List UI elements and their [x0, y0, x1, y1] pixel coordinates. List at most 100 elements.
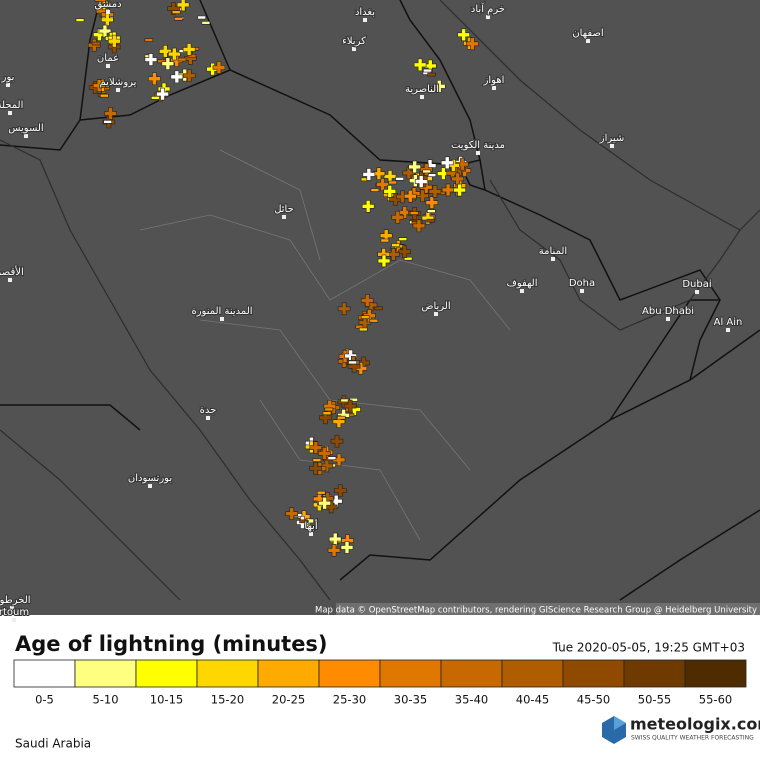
city-label: اهواز [483, 75, 505, 86]
lightning-marker [425, 196, 439, 209]
legend-swatch [318, 659, 381, 688]
lightning-marker [327, 544, 341, 557]
legend-title: Age of lightning (minutes) [15, 632, 328, 656]
legend-swatch [501, 659, 564, 688]
lightning-marker [416, 189, 429, 203]
lightning-marker [100, 93, 109, 98]
lightning-marker [329, 494, 343, 508]
lightning-marker [150, 96, 160, 100]
lightning-marker [374, 306, 383, 311]
legend-swatch [623, 659, 686, 688]
city-dot [520, 289, 524, 293]
lightning-marker [380, 238, 390, 243]
lightning-marker [387, 247, 400, 261]
lightning-marker [360, 294, 374, 307]
lightning-marker [398, 237, 408, 241]
lightning-marker [337, 302, 351, 316]
lightning-marker [177, 57, 187, 62]
lightning-marker [182, 43, 196, 56]
lightning-marker [144, 53, 158, 66]
lightning-marker [171, 10, 181, 14]
lightning-marker [197, 15, 206, 20]
city-label: Al Ain [714, 317, 743, 328]
lightning-marker [104, 107, 117, 120]
lightning-marker [161, 57, 175, 71]
city-label: بورتسودان [128, 473, 172, 484]
lightning-marker [398, 245, 411, 258]
lightning-marker [427, 72, 436, 77]
city-label: بور [1, 72, 15, 83]
lightning-marker [340, 541, 354, 554]
lightning-marker [437, 167, 450, 180]
legend-label: 10-15 [150, 693, 183, 707]
attribution-bg [336, 603, 760, 615]
legend-label: 55-60 [699, 693, 732, 707]
city-label: دمشق [94, 0, 121, 10]
city-dot [8, 278, 12, 282]
city-dot [586, 39, 590, 43]
legend-swatch [13, 659, 76, 688]
city-dot [551, 257, 555, 261]
lightning-marker [316, 490, 326, 495]
lightning-marker [176, 0, 190, 12]
city-label: الخرطوم [0, 595, 31, 606]
legend-swatch [684, 659, 747, 688]
legend-swatch [74, 659, 137, 688]
city-dot [220, 317, 224, 321]
lightning-marker [466, 37, 479, 51]
lightning-marker [377, 247, 390, 261]
city-dot [8, 111, 12, 115]
lightning-marker [336, 415, 346, 420]
lightning-marker [324, 407, 334, 412]
city-label: rtoum [0, 607, 29, 618]
lightning-marker [362, 168, 376, 181]
lightning-marker [388, 180, 397, 185]
city-label: المحلة [0, 100, 23, 111]
legend-label: 40-45 [516, 693, 549, 707]
lightning-marker [414, 175, 428, 188]
city-label: خرم آباد [471, 2, 505, 15]
city-dot [695, 290, 699, 294]
lightning-marker [456, 157, 469, 171]
lightning-marker [391, 243, 400, 247]
logo-facet [614, 716, 626, 730]
legend-label: 35-40 [455, 693, 488, 707]
city-dot [12, 618, 16, 622]
lightning-marker [182, 69, 196, 82]
lightning-marker [451, 172, 464, 186]
lightning-marker [299, 519, 308, 524]
lightning-marker [328, 532, 342, 546]
legend-label: 25-30 [333, 693, 366, 707]
city-dot [24, 134, 28, 138]
city-label: الهفوف [506, 278, 537, 289]
legend-swatch [440, 659, 503, 688]
city-label: مدينة الكويت [451, 140, 505, 151]
lightning-marker [408, 160, 421, 174]
city-dot [106, 64, 110, 68]
city-dot [363, 18, 367, 22]
city-label: حائل [274, 204, 294, 215]
lightning-marker [412, 219, 426, 233]
lightning-marker [423, 68, 432, 73]
legend-label: 15-20 [211, 693, 244, 707]
city-label: اصفهان [572, 28, 603, 39]
city-dot [148, 484, 152, 488]
lightning-marker [409, 211, 419, 215]
city-label: السويس [8, 123, 43, 134]
lightning-marker [201, 21, 211, 25]
lightning-marker [395, 177, 404, 181]
city-labels: دمشق بغداد خرم آباد اصفهان كربلاء عمان اهواز ال… [0, 0, 743, 622]
lightning-marker [447, 159, 460, 172]
legend-swatch [379, 659, 442, 688]
city-label: كربلاء [342, 36, 366, 47]
city-dot [420, 95, 424, 99]
lightning-marker [348, 403, 361, 416]
legend-label: 30-35 [394, 693, 427, 707]
timestamp: Tue 2020-05-05, 19:25 GMT+03 [552, 641, 745, 655]
lightning-marker [453, 183, 466, 197]
city-dot [476, 151, 480, 155]
legend-swatch [257, 659, 320, 688]
city-label: Abu Dhabi [642, 306, 694, 317]
city-label: جدة [200, 405, 217, 416]
city-dot [116, 88, 120, 92]
